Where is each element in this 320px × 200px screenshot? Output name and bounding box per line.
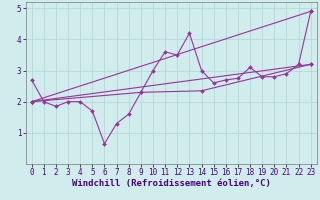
X-axis label: Windchill (Refroidissement éolien,°C): Windchill (Refroidissement éolien,°C)	[72, 179, 271, 188]
